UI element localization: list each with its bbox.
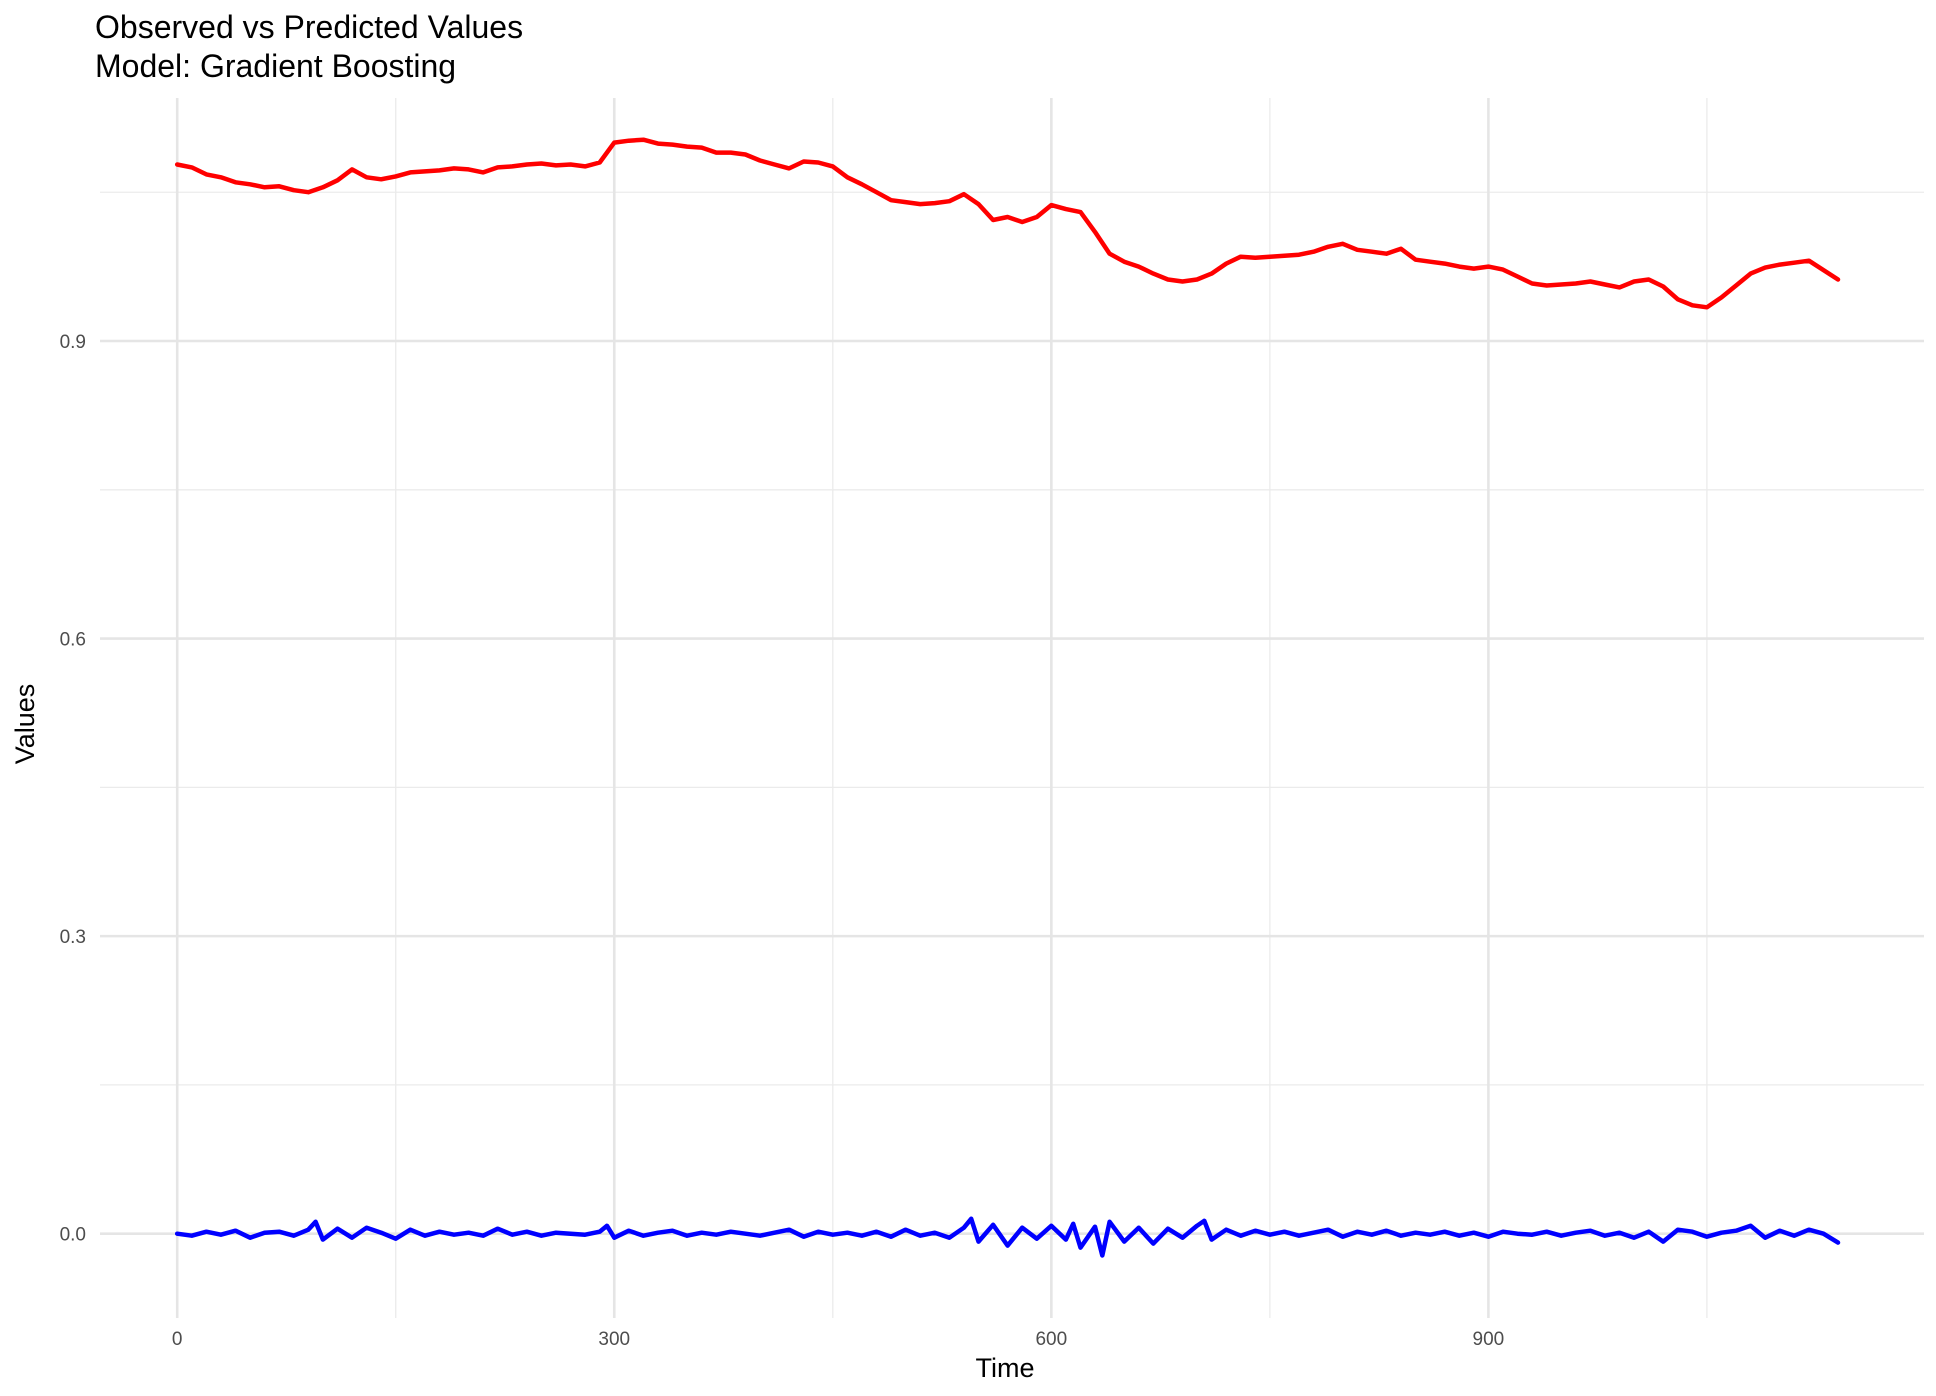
chart-title: Observed vs Predicted Values xyxy=(95,9,523,45)
y-tick-label: 0.9 xyxy=(60,332,86,353)
grid xyxy=(100,98,1924,1318)
x-axis-ticks: 0 300 600 900 xyxy=(172,1329,1504,1350)
series-lines xyxy=(174,137,1841,1258)
x-tick-label: 300 xyxy=(598,1329,630,1350)
x-tick-label: 900 xyxy=(1473,1329,1505,1350)
y-axis-title: Values xyxy=(10,684,40,765)
y-tick-label: 0.3 xyxy=(60,927,86,948)
x-tick-label: 600 xyxy=(1035,1329,1067,1350)
y-tick-label: 0.0 xyxy=(60,1225,86,1246)
chart-subtitle: Model: Gradient Boosting xyxy=(95,48,456,84)
series-line-1 xyxy=(174,137,1841,310)
x-tick-label: 0 xyxy=(172,1329,183,1350)
series-line-2 xyxy=(174,1216,1841,1258)
y-axis-ticks: 0.0 0.3 0.6 0.9 xyxy=(60,332,86,1246)
x-axis-title: Time xyxy=(976,1353,1035,1383)
y-tick-label: 0.6 xyxy=(60,630,86,651)
